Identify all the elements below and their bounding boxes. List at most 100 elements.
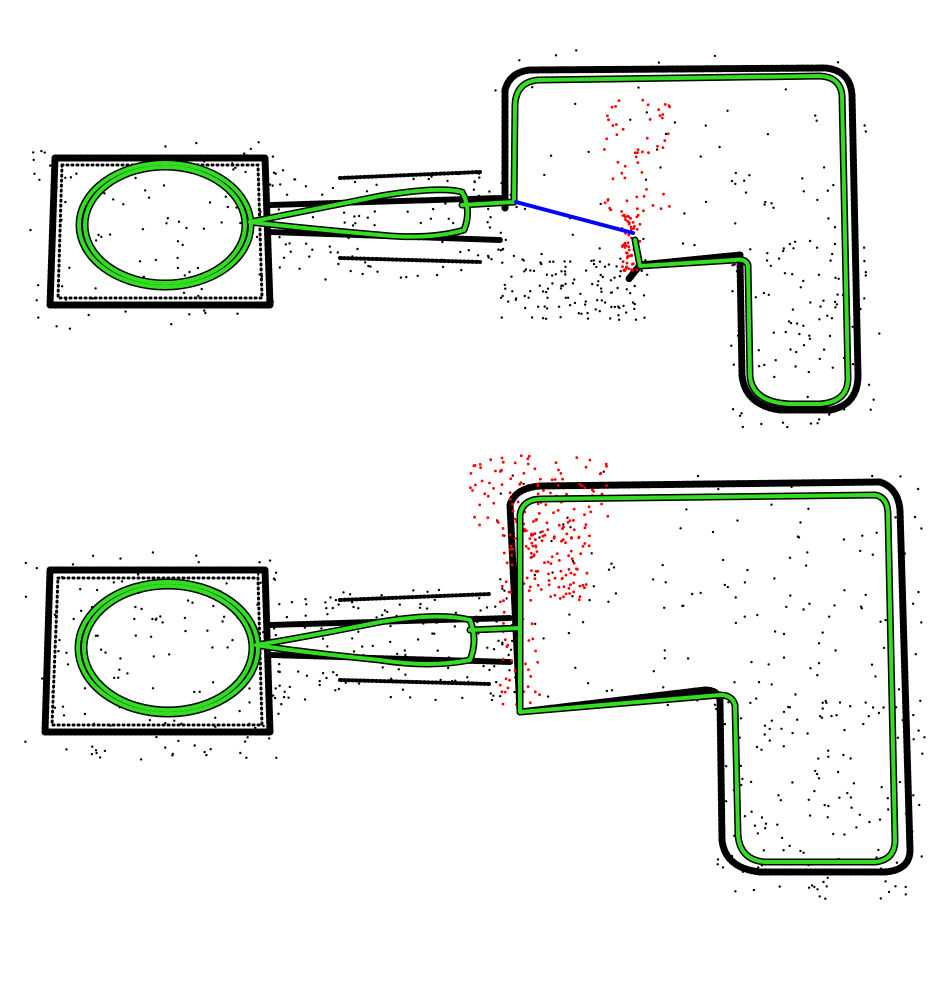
map-point — [94, 239, 98, 242]
map-point — [864, 701, 867, 704]
map-point — [357, 630, 360, 633]
map-point — [168, 653, 171, 656]
map-point — [495, 680, 498, 684]
map-point — [531, 544, 535, 548]
map-point — [149, 635, 153, 638]
map-point — [68, 327, 72, 330]
map-point — [454, 679, 457, 682]
map-point — [389, 624, 392, 628]
map-point — [563, 270, 567, 273]
map-point — [807, 370, 810, 374]
map-point — [501, 527, 505, 530]
map-point — [827, 804, 830, 808]
map-point — [119, 557, 122, 560]
map-point — [595, 265, 598, 269]
map-point — [272, 627, 276, 630]
map-point — [590, 259, 593, 263]
top-trajectory-loop-inner — [83, 165, 247, 285]
map-point — [912, 713, 915, 717]
map-point — [788, 242, 792, 246]
map-point — [552, 511, 555, 514]
map-point — [574, 666, 577, 669]
map-point — [532, 520, 535, 523]
map-point — [635, 207, 639, 211]
map-point — [352, 650, 356, 653]
map-point — [537, 305, 540, 308]
top-corridor-wall-upper2 — [338, 170, 482, 180]
map-point — [567, 631, 571, 635]
map-point — [731, 264, 734, 267]
map-point — [500, 181, 503, 185]
map-point — [272, 577, 276, 580]
map-point — [587, 544, 591, 548]
map-point — [511, 614, 515, 618]
bottom-trajectory-corridor — [254, 614, 476, 666]
map-point — [57, 649, 60, 653]
map-point — [730, 344, 733, 347]
map-point — [762, 849, 765, 852]
map-point — [486, 516, 490, 520]
map-point — [849, 705, 852, 708]
map-point — [667, 104, 671, 107]
map-point — [795, 322, 799, 325]
map-point — [878, 332, 881, 335]
map-point — [530, 569, 533, 572]
map-point — [767, 663, 770, 666]
map-point — [795, 350, 798, 354]
map-point — [257, 573, 260, 576]
map-point — [732, 363, 735, 366]
map-point — [403, 649, 406, 652]
map-point — [547, 579, 551, 582]
map-point — [583, 303, 587, 306]
map-point — [764, 200, 767, 204]
map-point — [60, 285, 64, 288]
map-point — [787, 320, 791, 323]
map-point — [772, 331, 775, 334]
map-point — [550, 478, 554, 482]
map-point — [616, 286, 619, 290]
map-point — [211, 681, 215, 684]
map-point — [453, 237, 456, 240]
map-point — [288, 242, 291, 245]
map-point — [874, 675, 877, 678]
map-point — [183, 616, 187, 620]
map-point — [412, 177, 415, 181]
map-point — [824, 699, 827, 703]
map-point — [235, 206, 238, 209]
map-point — [349, 269, 352, 273]
map-point — [72, 617, 75, 621]
map-point — [818, 357, 821, 361]
map-point — [547, 572, 550, 576]
map-point — [900, 599, 903, 602]
map-point — [822, 166, 826, 169]
map-point — [147, 196, 151, 199]
map-point — [530, 622, 534, 626]
map-point — [285, 193, 289, 196]
map-point — [203, 750, 206, 754]
map-point — [195, 554, 198, 557]
map-point — [184, 629, 187, 633]
map-point — [55, 186, 58, 189]
map-point — [592, 259, 595, 262]
map-point — [603, 201, 607, 205]
map-point — [581, 621, 585, 624]
map-point — [789, 321, 793, 325]
map-point — [181, 243, 184, 247]
map-point — [238, 709, 241, 713]
map-point — [603, 148, 606, 151]
map-point — [134, 634, 137, 637]
map-point — [806, 395, 809, 399]
map-point — [609, 317, 612, 320]
map-point — [220, 221, 223, 224]
map-point — [373, 224, 376, 227]
map-point — [645, 111, 648, 114]
map-point — [509, 477, 513, 481]
map-point — [516, 500, 520, 504]
map-point — [504, 194, 507, 197]
map-point — [141, 228, 145, 231]
map-point — [467, 680, 470, 683]
map-point — [633, 284, 636, 288]
map-point — [265, 693, 268, 696]
map-point — [436, 649, 439, 652]
map-point — [33, 172, 36, 175]
